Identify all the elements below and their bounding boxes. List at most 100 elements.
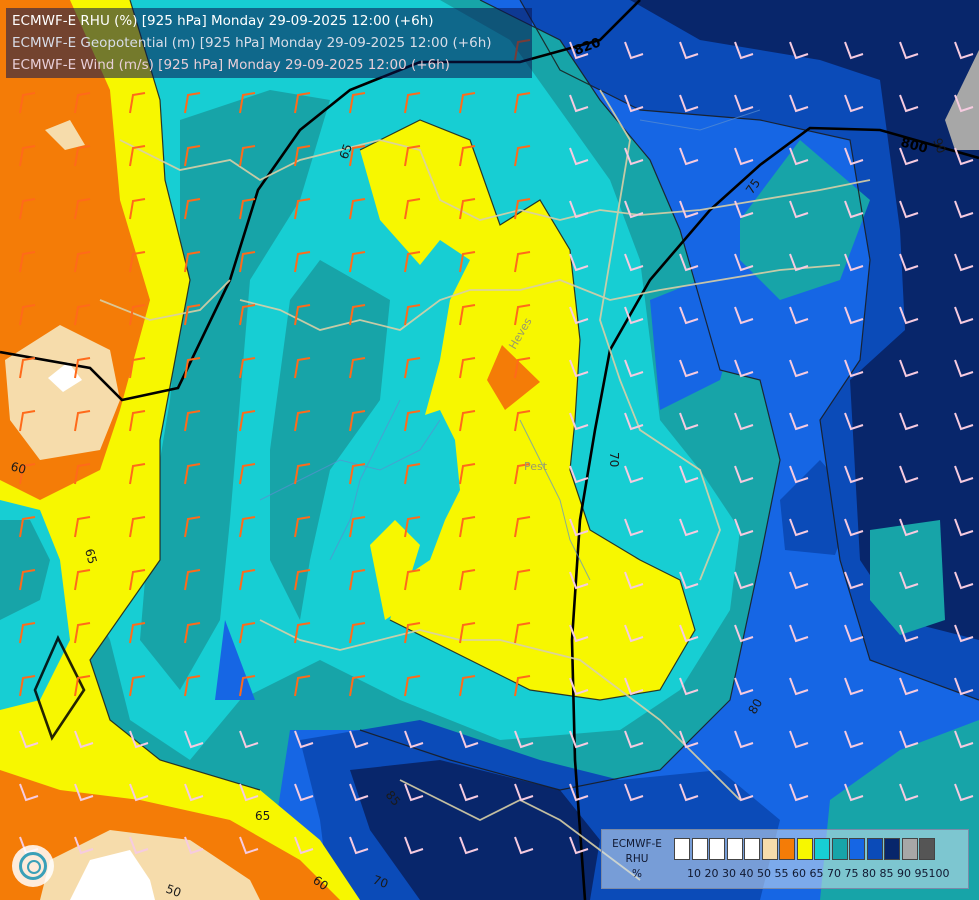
- wind-barb-91: [569, 306, 589, 325]
- rh-pocket-75-80-west: [215, 620, 255, 700]
- wind-barb-262: [74, 836, 94, 855]
- wind-barb-254: [624, 783, 644, 802]
- wind-barb-119: [129, 410, 146, 432]
- wind-barb-76: [734, 253, 754, 272]
- wind-barb-226: [74, 730, 94, 749]
- wind-barb-62: [954, 200, 974, 219]
- wind-barb-246: [184, 783, 204, 802]
- wind-barb-189: [19, 622, 36, 644]
- wind-barb-90: [514, 304, 531, 326]
- wind-barb-233: [459, 730, 479, 749]
- legend-swatch-55: [761, 838, 778, 860]
- rh-field-50-55-northwest: [45, 120, 85, 150]
- wind-barb-177: [349, 569, 366, 591]
- wind-barb-83: [129, 304, 146, 326]
- wind-barb-210: [184, 675, 201, 697]
- wind-barb-264: [184, 836, 204, 855]
- wind-barb-55: [569, 200, 589, 219]
- wind-barb-212: [294, 675, 311, 697]
- rh-field-90-95: [945, 50, 979, 150]
- wind-barb-35: [459, 145, 476, 167]
- wind-barb-88: [404, 304, 421, 326]
- wind-barb-64: [74, 251, 91, 273]
- legend-tick-40: 40: [739, 867, 754, 880]
- legend-title-model: ECMWF-E: [612, 838, 662, 850]
- wind-barb-142: [404, 463, 421, 485]
- wind-barb-100: [74, 357, 91, 379]
- map-title-block: ECMWF-E RHU (%) [925 hPa] Monday 29-09-2…: [6, 8, 532, 78]
- wind-barb-94: [734, 306, 754, 325]
- wind-barb-86: [294, 304, 311, 326]
- wind-barb-131: [789, 412, 809, 431]
- wind-barb-206: [954, 624, 974, 643]
- wind-barb-147: [679, 465, 699, 484]
- wind-barb-224: [954, 677, 974, 696]
- wind-barb-43: [899, 147, 919, 166]
- legend-tick-55: 55: [774, 867, 789, 880]
- rh-pocket-75-80-east: [650, 280, 740, 410]
- wind-barb-244: [74, 783, 94, 802]
- wind-barb-198: [514, 622, 531, 644]
- wind-barb-151: [899, 465, 919, 484]
- contour-label-70-center: 70: [607, 452, 621, 467]
- place-label-pest: Pest: [524, 460, 548, 473]
- geopotential-label-800: 800: [899, 135, 929, 157]
- wind-barb-129: [679, 412, 699, 431]
- rhu-color-legend: ECMWF-E RHU % 10 20 30 40 50 55 60 65 70 75 80 85 90…: [601, 829, 969, 889]
- wind-barb-123: [349, 410, 366, 432]
- geopotential-800-line: [570, 126, 979, 900]
- rh-pocket-55-60-core: [487, 345, 540, 410]
- rh-field-60-65-core: [360, 120, 695, 700]
- legend-swatch-75: [831, 838, 848, 860]
- rh-contour-70: [359, 0, 781, 791]
- wind-barb-170: [954, 518, 974, 537]
- wind-barb-167: [789, 518, 809, 537]
- wind-barb-188: [954, 571, 974, 590]
- wind-barb-95: [789, 306, 809, 325]
- wind-barb-144: [514, 463, 531, 485]
- wind-barb-20: [624, 94, 644, 113]
- legend-tick-65: 65: [809, 867, 824, 880]
- wind-barb-38: [624, 147, 644, 166]
- wind-barb-141: [349, 463, 366, 485]
- wind-barb-247: [239, 783, 259, 802]
- wind-barb-66: [184, 251, 201, 273]
- wind-barb-54: [514, 198, 531, 220]
- rh-contour-pocket-diamond: [33, 634, 86, 741]
- wind-barb-67: [239, 251, 256, 273]
- wind-barb-126: [514, 410, 531, 432]
- wind-barb-140: [294, 463, 311, 485]
- wind-barb-217: [569, 677, 589, 696]
- wind-barb-152: [954, 465, 974, 484]
- contour-label-65-left: 65: [82, 547, 99, 565]
- wind-barb-193: [239, 622, 256, 644]
- wind-barb-2: [624, 41, 644, 60]
- wind-barb-37: [569, 147, 589, 166]
- wind-barb-108: [514, 357, 531, 379]
- legend-swatch-40: [726, 838, 743, 860]
- wind-barb-114: [844, 359, 864, 378]
- wind-barb-44: [954, 147, 974, 166]
- wind-barb-32: [294, 145, 311, 167]
- wind-barb-103: [239, 357, 256, 379]
- country-borders: [99, 89, 871, 881]
- wind-barb-93: [679, 306, 699, 325]
- wind-barb-96: [844, 306, 864, 325]
- wind-barb-113: [789, 359, 809, 378]
- wind-barb-146: [624, 465, 644, 484]
- wind-barb-160: [404, 516, 421, 538]
- wind-barb-63: [19, 251, 36, 273]
- wind-barb-158: [294, 516, 311, 538]
- legend-title-unit: %: [632, 868, 642, 880]
- wind-barb-191: [129, 622, 146, 644]
- wind-barb-56: [624, 200, 644, 219]
- wind-barb-216: [514, 675, 531, 697]
- legend-swatch-70: [814, 838, 830, 860]
- wind-barb-89: [459, 304, 476, 326]
- legend-tick-10: 10: [687, 867, 701, 880]
- wind-barb-231: [349, 730, 369, 749]
- legend-swatch-60: [779, 838, 795, 860]
- wind-barb-39: [679, 147, 699, 166]
- wind-barb-260: [954, 783, 974, 802]
